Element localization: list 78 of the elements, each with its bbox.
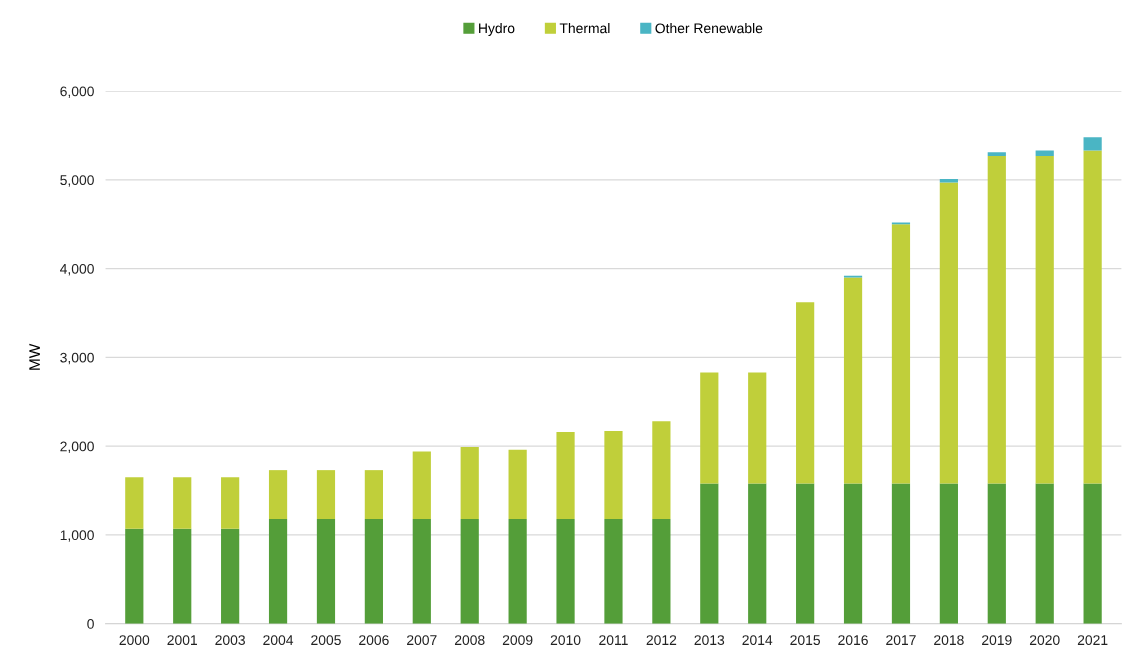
x-tick-label: 2007	[407, 635, 437, 646]
x-tick-label: 2021	[1077, 635, 1108, 646]
bar	[1083, 150, 1102, 484]
bar	[700, 372, 719, 484]
bar	[316, 470, 336, 519]
x-tick-label: 2018	[934, 635, 964, 646]
x-tick-label: 2009	[502, 635, 533, 646]
legend-label: Hydro	[479, 23, 515, 36]
bar	[748, 372, 767, 484]
bar	[221, 477, 240, 529]
bar	[843, 483, 863, 624]
x-tick-label: 2003	[215, 635, 245, 646]
bar	[700, 483, 719, 624]
y-tick-label: 0	[87, 619, 94, 629]
bar	[1035, 150, 1054, 156]
bar	[891, 483, 911, 624]
bar	[796, 483, 815, 624]
bar	[173, 477, 192, 529]
x-tick-label: 2010	[550, 635, 581, 646]
legend-label: Thermal	[559, 23, 610, 34]
bar	[556, 431, 575, 519]
bar	[221, 528, 240, 624]
x-tick-label: 2011	[599, 635, 628, 646]
bar	[1083, 137, 1102, 151]
x-tick-label: 2014	[742, 635, 773, 646]
y-tick-label: 1,000	[60, 530, 94, 542]
x-tick-label: 2012	[646, 635, 677, 646]
bar	[796, 302, 815, 484]
bar	[1035, 483, 1054, 624]
bar	[987, 152, 1006, 156]
legend-label: Other Renewable	[655, 23, 763, 34]
bar	[460, 447, 479, 519]
bar	[891, 224, 911, 484]
bar	[173, 528, 192, 624]
bar	[604, 431, 623, 519]
x-tick-label: 2005	[311, 635, 341, 646]
bar	[125, 528, 144, 624]
bar	[268, 518, 288, 624]
y-tick-label: 5,000	[60, 175, 94, 187]
y-tick-label: 3,000	[60, 352, 94, 365]
x-tick-label: 2020	[1029, 635, 1060, 646]
x-tick-label: 2016	[838, 635, 868, 646]
bar	[316, 518, 336, 624]
y-axis-title: MW	[29, 343, 40, 370]
x-tick-label: 2019	[982, 635, 1012, 646]
bar	[268, 470, 288, 519]
bar	[939, 178, 958, 183]
x-tick-label: 2013	[694, 635, 725, 646]
x-tick-label: 2008	[454, 635, 485, 646]
x-tick-label: 2000	[119, 635, 150, 646]
bar	[987, 155, 1006, 484]
x-tick-label: 2006	[359, 635, 389, 646]
bar	[412, 451, 431, 519]
bar	[748, 483, 767, 624]
bar	[508, 449, 527, 519]
x-tick-label: 2001	[167, 635, 197, 646]
bar	[652, 518, 671, 624]
y-tick-label: 2,000	[60, 441, 94, 453]
bar	[652, 421, 671, 519]
bar	[125, 477, 144, 529]
bar	[939, 483, 958, 624]
bar	[939, 182, 958, 484]
bar	[604, 518, 623, 624]
bar	[843, 277, 863, 484]
bar	[508, 518, 527, 624]
bar	[364, 470, 383, 519]
bar	[987, 483, 1006, 624]
bar	[364, 518, 383, 624]
y-tick-label: 4,000	[60, 263, 94, 276]
x-tick-label: 2017	[886, 635, 916, 646]
bar	[412, 518, 431, 624]
x-tick-label: 2015	[790, 635, 820, 646]
y-tick-label: 6,000	[60, 86, 94, 98]
bar	[556, 518, 575, 624]
bar	[1083, 483, 1102, 624]
x-tick-label: 2004	[263, 635, 294, 646]
bar	[460, 518, 479, 624]
bar	[1035, 155, 1054, 484]
